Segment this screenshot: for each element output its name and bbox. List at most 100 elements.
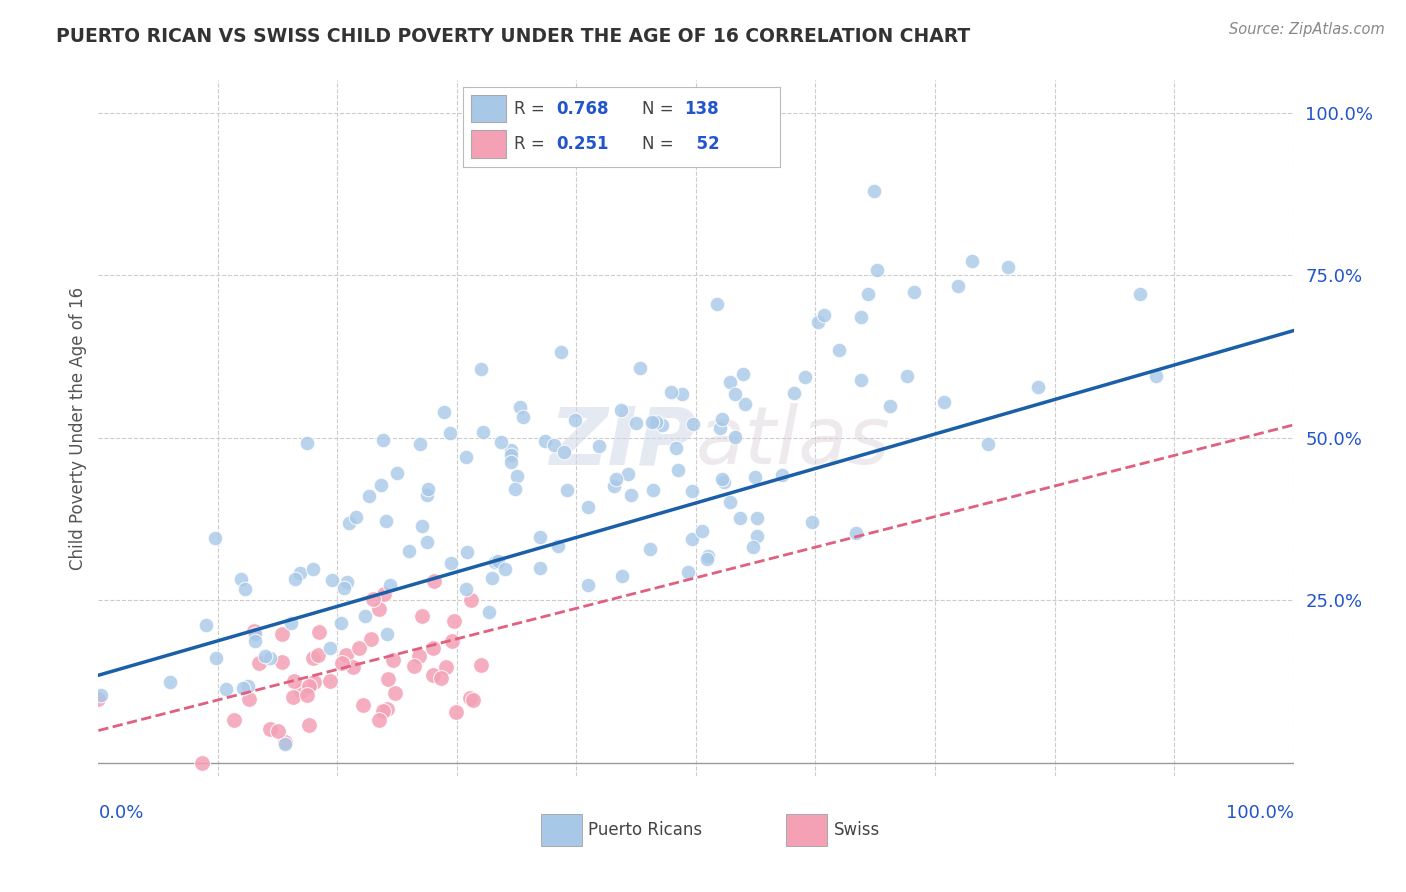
Point (879, 399, 901, 413)
Point (243, 624, 266, 639)
Point (718, 495, 741, 509)
Point (382, 653, 405, 667)
Point (463, 693, 485, 707)
Point (360, 632, 382, 646)
Point (711, 472, 734, 486)
Point (501, 443, 523, 458)
Point (336, 575, 359, 590)
Point (344, 509, 367, 524)
Point (354, 608, 377, 623)
Point (745, 529, 768, 543)
Point (271, 627, 294, 641)
Point (543, 438, 565, 452)
Point (676, 565, 699, 579)
Point (416, 488, 439, 502)
Text: atlas: atlas (696, 403, 891, 481)
Point (411, 519, 433, 533)
Point (484, 555, 506, 569)
Point (692, 524, 714, 538)
Point (713, 475, 735, 489)
Point (659, 384, 682, 399)
Point (512, 410, 534, 425)
Point (191, 756, 214, 770)
Point (302, 675, 325, 690)
Point (1129, 287, 1152, 301)
Point (215, 681, 238, 696)
Point (481, 571, 503, 585)
Point (501, 455, 523, 469)
Point (368, 602, 391, 616)
Point (783, 386, 806, 401)
Point (273, 737, 295, 751)
Point (948, 279, 970, 293)
Point (851, 310, 873, 324)
Point (845, 526, 868, 541)
Point (723, 387, 745, 401)
Point (724, 430, 747, 444)
Point (205, 650, 228, 665)
Point (638, 542, 661, 557)
Point (706, 297, 728, 311)
Point (359, 489, 381, 503)
Point (398, 544, 420, 558)
Point (409, 437, 432, 451)
Point (734, 397, 756, 411)
Point (529, 561, 551, 575)
Point (302, 562, 325, 576)
Point (373, 587, 395, 601)
Point (295, 435, 318, 450)
Point (441, 634, 464, 648)
Point (318, 673, 340, 688)
Point (422, 641, 444, 656)
FancyBboxPatch shape (786, 814, 827, 846)
Point (416, 535, 439, 549)
Point (456, 582, 478, 597)
Point (247, 656, 270, 670)
Point (443, 615, 465, 629)
Point (470, 362, 492, 376)
Point (404, 659, 426, 673)
Point (666, 463, 689, 477)
Point (903, 285, 925, 300)
Point (620, 488, 643, 502)
Point (710, 412, 733, 426)
Point (229, 572, 252, 586)
Point (283, 673, 305, 688)
Text: 0.0%: 0.0% (98, 804, 143, 822)
Point (896, 369, 918, 384)
Point (671, 386, 693, 401)
Point (1026, 380, 1049, 394)
Point (270, 655, 292, 669)
Point (866, 263, 889, 277)
Point (232, 681, 254, 696)
Point (367, 713, 389, 727)
Point (243, 634, 266, 648)
Point (641, 415, 664, 429)
Point (547, 539, 569, 553)
Point (643, 483, 665, 498)
Point (330, 616, 353, 631)
Point (204, 532, 226, 546)
Text: Swiss: Swiss (834, 822, 880, 839)
Point (858, 286, 880, 301)
Point (489, 434, 512, 449)
Point (977, 437, 1000, 451)
Point (731, 367, 754, 381)
Text: 100.0%: 100.0% (1226, 804, 1294, 822)
Point (486, 554, 509, 568)
Point (696, 549, 718, 563)
Point (385, 467, 408, 481)
Point (259, 651, 281, 665)
Point (283, 690, 305, 705)
Text: Source: ZipAtlas.com: Source: ZipAtlas.com (1229, 22, 1385, 37)
Point (696, 552, 718, 566)
Point (439, 426, 461, 441)
Point (375, 514, 398, 528)
Point (433, 405, 456, 419)
Y-axis label: Child Poverty Under the Age of 16: Child Poverty Under the Age of 16 (69, 286, 87, 570)
Point (555, 483, 578, 497)
Point (307, 648, 329, 662)
Point (681, 483, 703, 498)
Point (373, 434, 395, 448)
Point (288, 566, 311, 581)
